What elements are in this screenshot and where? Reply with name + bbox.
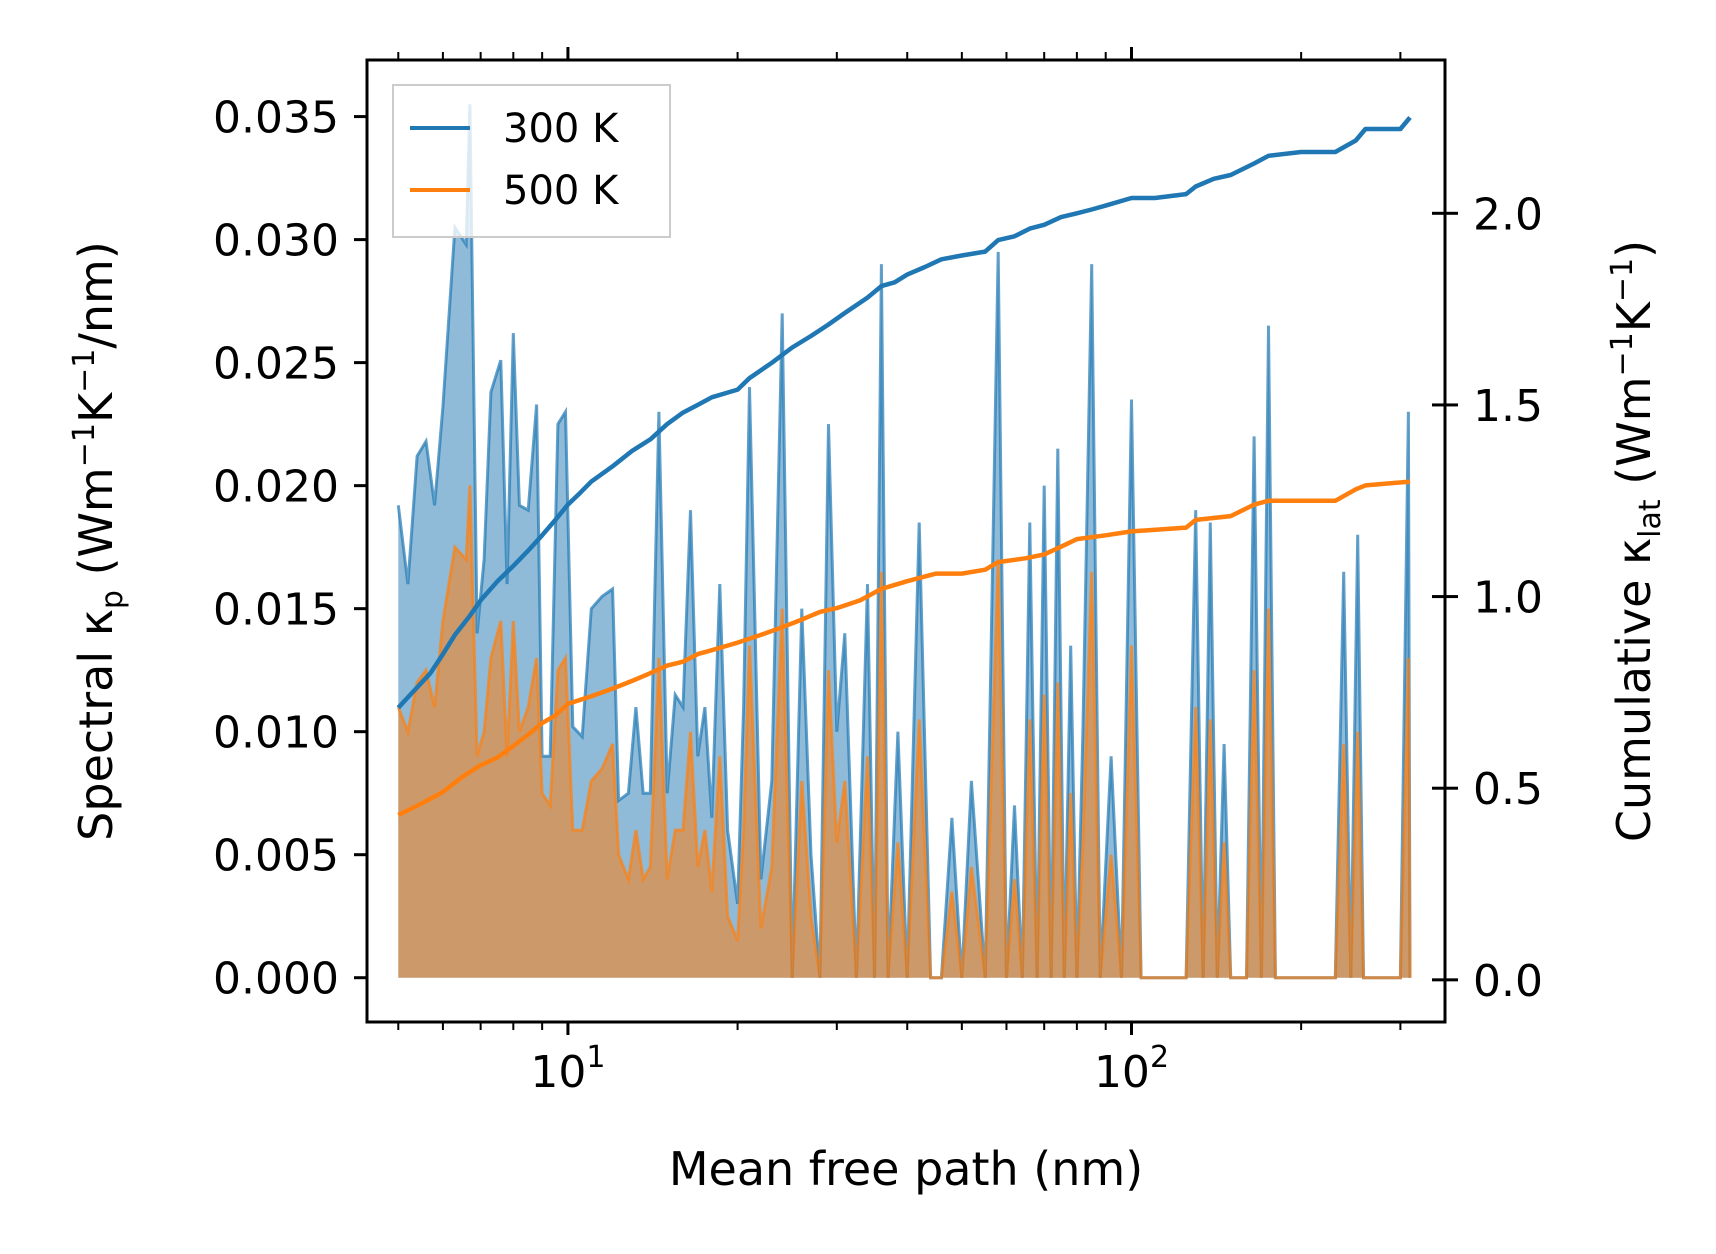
y-left-tick-label: 0.030 xyxy=(213,216,339,267)
y-left-tick-label: 0.020 xyxy=(213,462,339,513)
y-right-tick-label: 0.0 xyxy=(1473,956,1543,1007)
legend-label-500k: 500 K xyxy=(503,168,620,214)
legend: 300 K 500 K xyxy=(392,84,671,238)
spectral-lines xyxy=(396,104,1412,980)
tick-labels: 101 1020.0000.0050.0100.0150.0200.0250.03… xyxy=(213,93,1543,1098)
y-left-tick-label: 0.035 xyxy=(213,93,339,144)
x-tick-label: 101 xyxy=(530,1040,605,1098)
cumulative-lines xyxy=(396,116,1412,818)
y-left-tick-label: 0.005 xyxy=(213,831,339,882)
y-right-tick-label: 1.0 xyxy=(1473,573,1543,624)
x-axis-title: Mean free path (nm) xyxy=(669,1142,1143,1196)
y-right-tick-label: 1.5 xyxy=(1473,381,1543,432)
y-left-tick-label: 0.015 xyxy=(213,585,339,636)
cumulative-line-500k xyxy=(397,479,1411,818)
y-axis-right-title: Cumulative κlat (Wm−1K−1) xyxy=(1605,240,1668,842)
y-left-tick-label: 0.000 xyxy=(213,954,339,1005)
plot-frame xyxy=(365,58,1447,1024)
y-left-tick-label: 0.010 xyxy=(213,708,339,759)
y-axis-left-title: Spectral κp (Wm−1K−1/nm) xyxy=(67,241,130,841)
legend-box xyxy=(392,84,671,238)
axis-ticks xyxy=(354,47,1458,1035)
cumulative-line-300k xyxy=(396,116,1412,710)
y-right-tick-label: 0.5 xyxy=(1473,764,1543,815)
y-left-tick-label: 0.025 xyxy=(213,339,339,390)
spectral-line-500k xyxy=(396,485,1412,980)
x-tick-label: 102 xyxy=(1094,1040,1169,1098)
legend-label-300k: 300 K xyxy=(503,106,620,152)
y-right-tick-label: 2.0 xyxy=(1473,189,1543,240)
